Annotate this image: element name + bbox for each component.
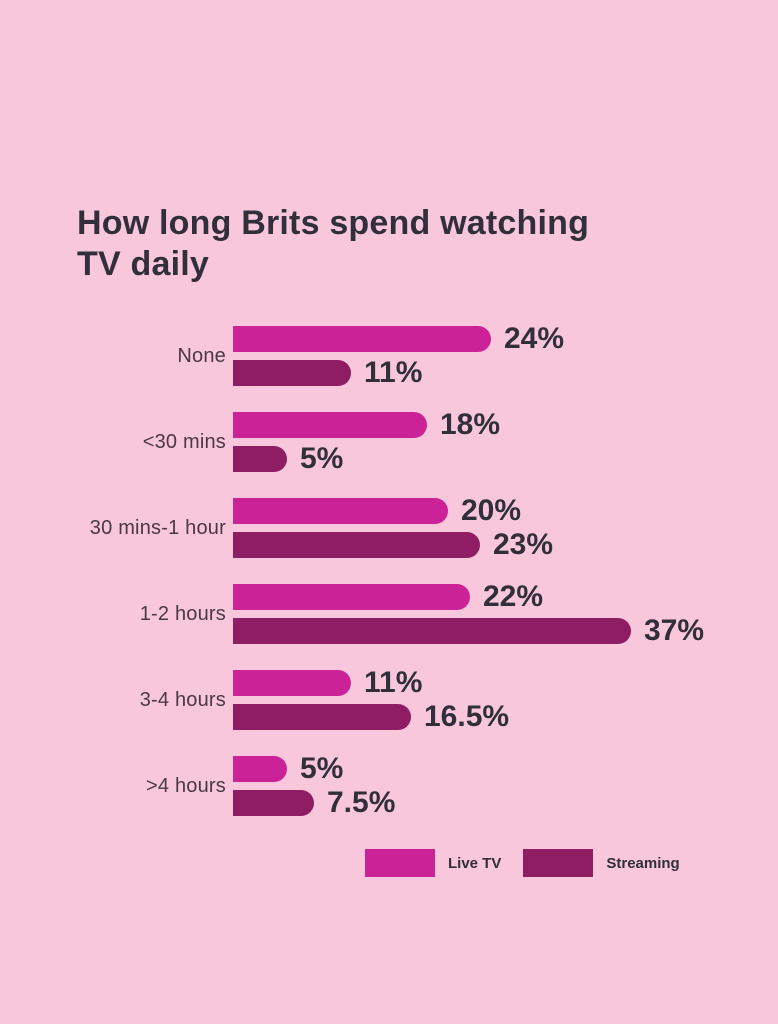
bar-live-tv — [233, 670, 351, 696]
bar-live-tv — [233, 498, 448, 524]
bar-line-live-tv: 18% — [233, 408, 500, 441]
row-bars: 11% 16.5% — [233, 666, 509, 733]
bar-line-live-tv: 24% — [233, 322, 564, 355]
bar-line-streaming: 7.5% — [233, 786, 395, 819]
bar-line-live-tv: 5% — [233, 752, 395, 785]
bar-streaming — [233, 790, 314, 816]
value-live-tv: 5% — [300, 752, 344, 785]
bar-line-streaming: 16.5% — [233, 700, 509, 733]
bar-line-streaming: 11% — [233, 356, 564, 389]
chart-title-line2: TV daily — [77, 245, 209, 283]
chart-row: 3-4 hours 11% 16.5% — [0, 666, 778, 733]
bar-streaming — [233, 704, 411, 730]
row-bars: 5% 7.5% — [233, 752, 395, 819]
chart-row: 1-2 hours 22% 37% — [0, 580, 778, 647]
chart-legend: Live TV Streaming — [365, 849, 702, 877]
row-bars: 24% 11% — [233, 322, 564, 389]
value-streaming: 11% — [364, 356, 423, 389]
bar-line-live-tv: 11% — [233, 666, 509, 699]
chart-rows: None 24% 11% <30 mins 18% — [0, 322, 778, 842]
row-label: None — [177, 344, 226, 367]
bar-line-streaming: 5% — [233, 442, 500, 475]
chart-row: None 24% 11% — [0, 322, 778, 389]
value-live-tv: 20% — [461, 494, 522, 527]
row-bars: 20% 23% — [233, 494, 553, 561]
chart-title-line1: How long Brits spend watching — [77, 204, 590, 242]
bar-line-live-tv: 20% — [233, 494, 553, 527]
bar-line-streaming: 23% — [233, 528, 553, 561]
value-live-tv: 18% — [440, 408, 501, 441]
value-live-tv: 24% — [504, 322, 565, 355]
value-live-tv: 22% — [483, 580, 544, 613]
bar-streaming — [233, 446, 287, 472]
row-label: 3-4 hours — [139, 688, 226, 711]
bar-streaming — [233, 618, 631, 644]
bar-live-tv — [233, 412, 427, 438]
bar-line-streaming: 37% — [233, 614, 704, 647]
chart-row: 30 mins-1 hour 20% 23% — [0, 494, 778, 561]
bar-streaming — [233, 532, 480, 558]
bar-line-live-tv: 22% — [233, 580, 704, 613]
legend-label-live-tv: Live TV — [448, 854, 502, 872]
legend-label-streaming: Streaming — [606, 854, 680, 872]
value-streaming: 7.5% — [327, 786, 396, 819]
legend-swatch-streaming — [523, 849, 594, 877]
bar-live-tv — [233, 756, 287, 782]
chart-title: How long Brits spend watching TV daily — [77, 203, 589, 285]
row-bars: 22% 37% — [233, 580, 704, 647]
row-label: <30 mins — [142, 430, 226, 453]
row-bars: 18% 5% — [233, 408, 500, 475]
chart-row: >4 hours 5% 7.5% — [0, 752, 778, 819]
row-label: 1-2 hours — [139, 602, 226, 625]
value-streaming: 37% — [644, 614, 705, 647]
row-label: >4 hours — [146, 774, 226, 797]
value-live-tv: 11% — [364, 666, 423, 699]
row-label: 30 mins-1 hour — [89, 516, 226, 539]
value-streaming: 16.5% — [424, 700, 510, 733]
chart-row: <30 mins 18% 5% — [0, 408, 778, 475]
bar-streaming — [233, 360, 351, 386]
bar-live-tv — [233, 584, 470, 610]
value-streaming: 23% — [493, 528, 554, 561]
bar-live-tv — [233, 326, 491, 352]
value-streaming: 5% — [300, 442, 344, 475]
legend-swatch-live-tv — [365, 849, 435, 877]
